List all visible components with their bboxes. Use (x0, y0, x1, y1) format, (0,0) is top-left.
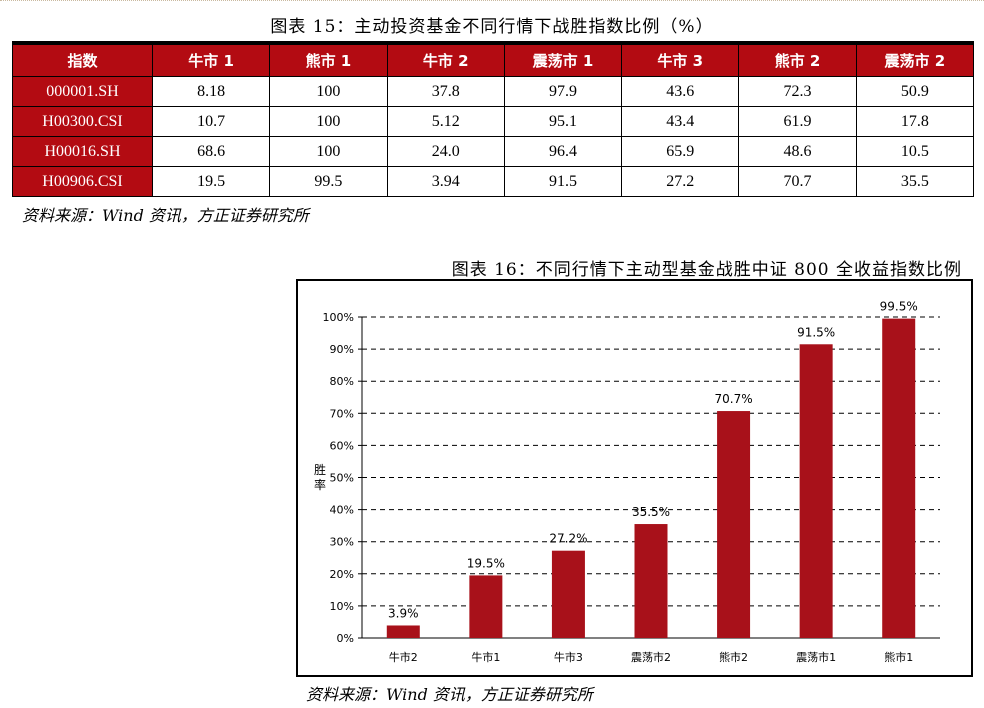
y-tick-label: 80% (330, 375, 354, 388)
value-cell: 99.5 (269, 166, 388, 197)
top-dotted-border (0, 0, 984, 3)
y-axis-label: 胜率 (314, 462, 326, 492)
value-cell: 100 (269, 76, 388, 107)
table-header-row: 指数 牛市 1 熊市 1 牛市 2 震荡市 1 牛市 3 熊市 2 震荡市 2 (12, 44, 975, 77)
x-tick-label: 熊市2 (719, 650, 748, 664)
data-label: 99.5% (880, 300, 918, 314)
x-tick-label: 牛市2 (389, 650, 418, 664)
y-tick-label: 70% (330, 407, 354, 420)
index-code-cell: 000001.SH (12, 76, 153, 107)
value-cell: 97.9 (503, 76, 623, 107)
value-cell: 24.0 (386, 136, 505, 167)
header-cell: 指数 (12, 44, 153, 77)
y-tick-label: 20% (330, 568, 354, 581)
value-cell: 19.5 (151, 166, 271, 197)
table-title: 图表 15：主动投资基金不同行情下战胜指数比例（%） (270, 17, 714, 37)
value-cell: 70.7 (738, 166, 857, 197)
chart-source-note: 资料来源：Wind 资讯，方正证券研究所 (306, 685, 593, 704)
table-top-rule (12, 41, 974, 44)
header-cell: 牛市 3 (621, 44, 740, 77)
value-cell: 100 (269, 136, 388, 167)
header-cell: 震荡市 2 (855, 44, 975, 77)
x-tick-label: 震荡市1 (796, 650, 836, 664)
value-cell: 50.9 (855, 76, 975, 107)
data-label: 27.2% (549, 532, 587, 546)
value-cell: 43.6 (621, 76, 740, 107)
value-cell: 72.3 (738, 76, 857, 107)
header-cell: 震荡市 1 (503, 44, 623, 77)
y-tick-label: 10% (330, 600, 354, 613)
table-row: H00016.SH 68.6 100 24.0 96.4 65.9 48.6 1… (12, 136, 975, 167)
index-code-cell: H00906.CSI (12, 166, 153, 197)
value-cell: 68.6 (151, 136, 271, 167)
bar (634, 524, 668, 638)
data-label: 35.5% (632, 505, 670, 519)
value-cell: 100 (269, 106, 388, 137)
value-cell: 61.9 (738, 106, 857, 137)
value-cell: 8.18 (151, 76, 271, 107)
y-tick-label: 50% (330, 472, 354, 485)
value-cell: 10.5 (855, 136, 975, 167)
header-cell: 熊市 1 (269, 44, 388, 77)
y-tick-label: 40% (330, 504, 354, 517)
chart-caption: 图表 16：不同行情下主动型基金战胜中证 800 全收益指数比例 (451, 260, 962, 280)
chart-frame: 0% 10% 20% 30% 40% 50% 60% 70% 80% 90% 100% 胜率 3.9% 牛… (296, 279, 973, 677)
x-tick-label: 熊市1 (884, 650, 913, 664)
value-cell: 37.8 (386, 76, 505, 107)
header-cell: 熊市 2 (738, 44, 857, 77)
bar (386, 625, 420, 638)
table-row: 000001.SH 8.18 100 37.8 97.9 43.6 72.3 5… (12, 76, 975, 107)
table-row: H00906.CSI 19.5 99.5 3.94 91.5 27.2 70.7… (12, 166, 975, 197)
value-cell: 95.1 (503, 106, 623, 137)
value-cell: 91.5 (503, 166, 623, 197)
value-cell: 5.12 (386, 106, 505, 137)
y-tick-label: 60% (330, 439, 354, 452)
x-tick-label: 震荡市2 (631, 650, 671, 664)
value-cell: 3.94 (386, 166, 505, 197)
bar (469, 575, 503, 638)
value-cell: 35.5 (855, 166, 975, 197)
value-cell: 96.4 (503, 136, 623, 167)
table-row: H00300.CSI 10.7 100 5.12 95.1 43.4 61.9 … (12, 106, 975, 137)
data-label: 3.9% (388, 606, 419, 620)
header-cell: 牛市 1 (151, 44, 271, 77)
value-cell: 17.8 (855, 106, 975, 137)
data-label: 70.7% (715, 392, 753, 406)
value-cell: 43.4 (621, 106, 740, 137)
bar (551, 550, 585, 638)
x-tick-label: 牛市3 (554, 650, 583, 664)
table-source-note: 资料来源：Wind 资讯，方正证券研究所 (22, 206, 309, 225)
bar (882, 318, 916, 638)
index-code-cell: H00300.CSI (12, 106, 153, 137)
x-tick-label: 牛市1 (471, 650, 500, 664)
y-tick-label: 30% (330, 536, 354, 549)
bar (717, 411, 751, 638)
data-label: 19.5% (467, 556, 505, 570)
bar (799, 344, 833, 638)
value-cell: 65.9 (621, 136, 740, 167)
y-tick-label: 0% (337, 632, 354, 645)
header-cell: 牛市 2 (386, 44, 505, 77)
value-cell: 10.7 (151, 106, 271, 137)
data-label: 91.5% (797, 325, 835, 339)
y-tick-label: 100% (323, 311, 354, 324)
index-code-cell: H00016.SH (12, 136, 153, 167)
value-cell: 27.2 (621, 166, 740, 197)
bar-chart: 0% 10% 20% 30% 40% 50% 60% 70% 80% 90% 100% 胜率 3.9% 牛… (314, 300, 940, 664)
value-cell: 48.6 (738, 136, 857, 167)
win-ratio-table: 指数 牛市 1 熊市 1 牛市 2 震荡市 1 牛市 3 熊市 2 震荡市 2 … (12, 44, 975, 197)
y-tick-label: 90% (330, 343, 354, 356)
